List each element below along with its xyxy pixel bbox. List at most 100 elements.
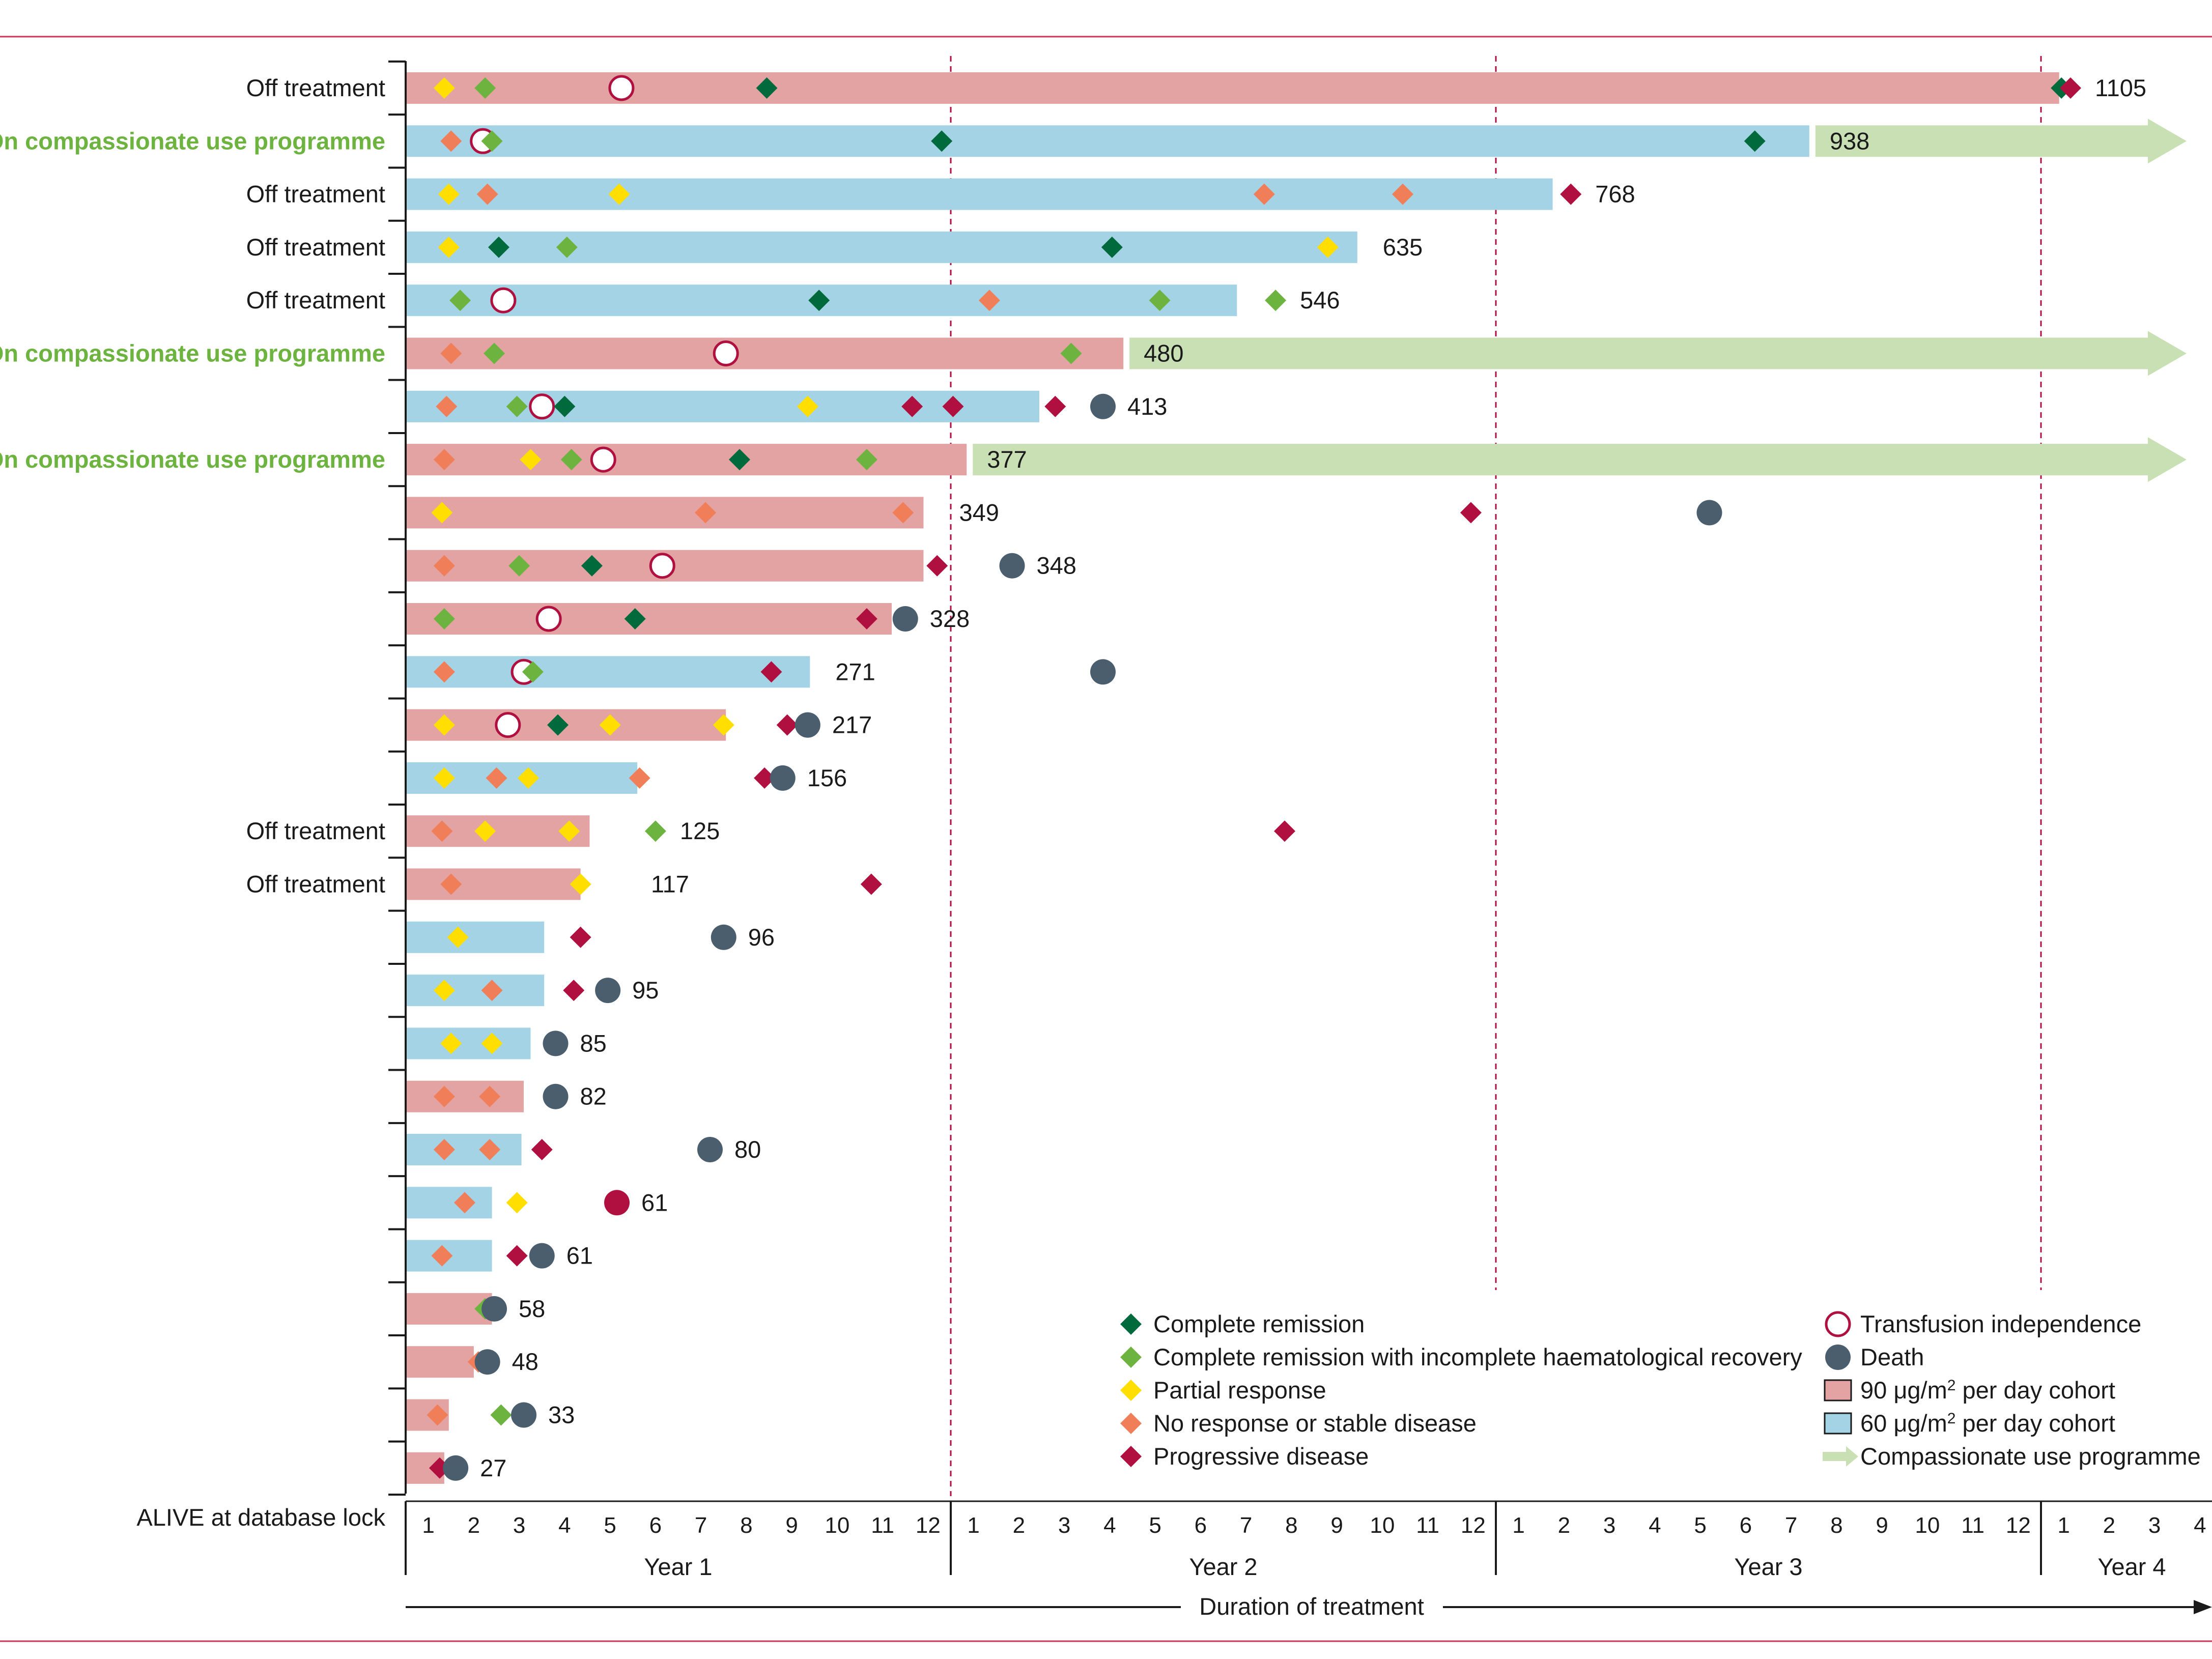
death-marker: [770, 765, 796, 791]
x-axis-title: Duration of treatment: [1199, 1593, 1424, 1620]
cri-marker: [644, 820, 666, 842]
cri-marker: [506, 395, 528, 417]
no-response-marker: [695, 502, 717, 524]
x-axis-title-group: Duration of treatment: [406, 1593, 2212, 1620]
cri-marker: [522, 661, 544, 683]
no-response-marker: [1392, 183, 1414, 205]
legend-label: 60 μg/m2 per day cohort: [1860, 1410, 2115, 1437]
patient-bar: [406, 497, 924, 529]
days-label: 85: [580, 1029, 607, 1056]
no-response-marker: [431, 820, 453, 842]
complete-remission-marker: [728, 449, 750, 471]
patient-bar: [406, 444, 967, 476]
legend-death-marker: [1825, 1345, 1851, 1370]
no-response-marker: [454, 1192, 476, 1214]
days-label: 546: [1300, 287, 1340, 313]
progressive-disease-marker: [506, 1245, 528, 1267]
legend-label: No response or stable disease: [1153, 1410, 1477, 1437]
month-tick-label: 11: [871, 1513, 894, 1538]
month-tick-label: 10: [1370, 1513, 1395, 1538]
partial-response-marker: [440, 1033, 462, 1054]
partial-response-marker: [438, 236, 460, 258]
progressive-disease-marker: [860, 873, 882, 895]
month-tick-label: 6: [649, 1513, 662, 1538]
partial-response-marker: [1317, 236, 1339, 258]
progressive-disease-marker: [754, 767, 776, 789]
alive-at-database-lock-label: ALIVE at database lock: [136, 1504, 385, 1531]
days-label: 48: [512, 1348, 538, 1375]
cri-marker: [508, 555, 530, 577]
progressive-disease-marker: [1273, 820, 1295, 842]
legend-90-cohort-swatch: [1824, 1379, 1852, 1401]
days-label: 348: [1036, 552, 1076, 579]
compassionate-use-arrow: [1815, 119, 2187, 164]
month-tick-label: 12: [1461, 1513, 1486, 1538]
x-axis: ALIVE at database lock 1 2 3 4 5 6 7 8 9 10 11 12 1 2…: [136, 1500, 2212, 1580]
cri-marker: [490, 1404, 512, 1426]
days-label: 938: [1830, 127, 1869, 154]
row-status-labels: Off treatment On compassionate use progra…: [0, 74, 385, 898]
days-label: 480: [1144, 340, 1183, 367]
patient-bar: [406, 975, 545, 1007]
legend-no-response-marker: [1120, 1413, 1142, 1434]
days-label: 95: [632, 977, 659, 1004]
month-tick-label: 6: [1740, 1513, 1752, 1538]
complete-remission-marker: [756, 77, 778, 99]
patient-bar: [406, 337, 1124, 369]
month-tick-label: 5: [1694, 1513, 1706, 1538]
progressive-disease-marker: [531, 1139, 553, 1160]
month-tick-label: 3: [513, 1513, 525, 1538]
death-marker: [443, 1455, 469, 1481]
legend-label: Death: [1860, 1343, 1924, 1370]
progressive-disease-marker: [856, 608, 877, 630]
patient-bar: [406, 1080, 524, 1112]
legend-label: Progressive disease: [1153, 1443, 1369, 1470]
transfusion-independence-marker: [608, 75, 635, 101]
patient-bar: [406, 656, 810, 688]
legend-complete-remission-marker: [1120, 1313, 1142, 1335]
patient-bar: [406, 178, 1553, 210]
legend-partial-response-marker: [1120, 1380, 1142, 1401]
month-tick-label: 8: [1830, 1513, 1842, 1538]
death-marker: [481, 1296, 507, 1322]
partial-response-marker: [433, 714, 455, 736]
legend-label: Transfusion independence: [1860, 1310, 2141, 1337]
transfusion-independence-marker: [529, 393, 555, 420]
patient-bar: [406, 231, 1357, 263]
partial-response-marker: [570, 873, 591, 895]
patient-bar: [406, 72, 2059, 104]
progressive-disease-marker: [563, 980, 585, 1002]
partial-response-marker: [517, 767, 539, 789]
cri-marker: [856, 449, 877, 471]
progressive-disease-marker: [901, 395, 923, 417]
cri-marker: [449, 290, 471, 311]
death-marker: [543, 1083, 569, 1109]
days-label: 58: [519, 1295, 545, 1322]
days-label: 33: [548, 1401, 575, 1428]
patient-bar: [406, 1346, 474, 1378]
row-label-compassionate-use: On compassionate use programme: [0, 446, 385, 473]
month-tick-label: 11: [1961, 1513, 1984, 1538]
complete-remission-marker: [581, 555, 603, 577]
complete-remission-marker: [554, 395, 576, 417]
patient-bar: [406, 868, 581, 900]
no-response-marker: [1253, 183, 1275, 205]
patient-bar: [406, 1187, 492, 1219]
no-response-marker: [431, 1245, 453, 1267]
death-marker: [595, 978, 621, 1004]
month-tick-label: 4: [2194, 1513, 2206, 1538]
death-marker: [1696, 500, 1722, 526]
complete-remission-marker: [808, 290, 830, 311]
complete-remission-marker: [1744, 130, 1766, 152]
progressive-disease-marker: [570, 926, 591, 948]
partial-response-marker: [433, 980, 455, 1002]
days-label: 156: [807, 764, 847, 791]
row-label-compassionate-use: On compassionate use programme: [0, 127, 385, 154]
partial-response-marker: [599, 714, 621, 736]
no-response-marker: [476, 183, 498, 205]
days-label: 125: [680, 817, 720, 844]
cri-marker: [1149, 290, 1171, 311]
death-marker: [1090, 393, 1116, 419]
partial-response-marker: [481, 1033, 503, 1054]
month-tick-label: 2: [1558, 1513, 1570, 1538]
